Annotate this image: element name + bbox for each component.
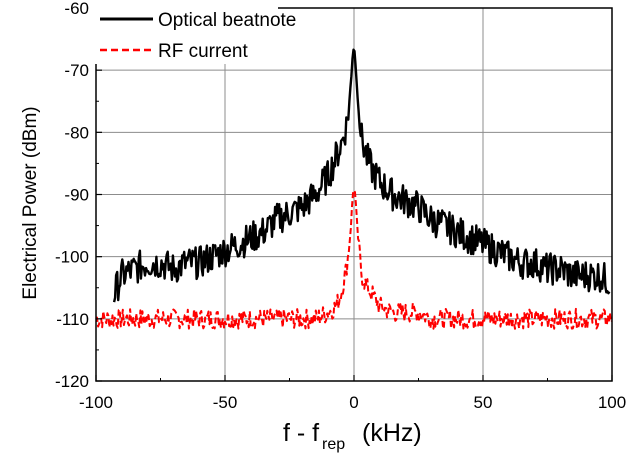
y-axis-label: Electrical Power (dBm)	[20, 106, 41, 299]
x-tick-label: 100	[598, 393, 626, 412]
y-tick-label: -110	[56, 310, 89, 329]
series-layer	[95, 48, 613, 330]
y-tick-label: -100	[55, 248, 89, 267]
x-tick-label: -100	[79, 393, 113, 412]
series-line-optical-beatnote	[112, 48, 611, 303]
legend-label-rf: RF current	[158, 41, 248, 62]
tick-labels: -100 -50 0 50 100 -120 -110 -100 -90 -80 -70 -60	[55, 0, 626, 412]
x-axis-label-main: f - f	[283, 419, 319, 447]
x-axis-label-subscript: rep	[322, 436, 345, 453]
y-tick-label: -70	[64, 61, 89, 80]
x-axis-label: f - f rep (kHz)	[283, 419, 422, 453]
series-line-rf-current	[95, 189, 613, 330]
y-tick-label: -120	[55, 372, 89, 391]
legend-label-optical: Optical beatnote	[158, 10, 296, 31]
x-axis-label-unit: (kHz)	[362, 419, 422, 447]
legend-box	[95, 6, 278, 64]
y-tick-label: -90	[64, 186, 89, 205]
y-tick-label: -80	[64, 123, 89, 142]
x-tick-label: -50	[213, 393, 238, 412]
legend: Optical beatnote RF current	[95, 6, 296, 64]
x-tick-label: 50	[474, 393, 493, 412]
y-tick-label: -60	[64, 0, 89, 18]
x-tick-label: 0	[349, 393, 358, 412]
